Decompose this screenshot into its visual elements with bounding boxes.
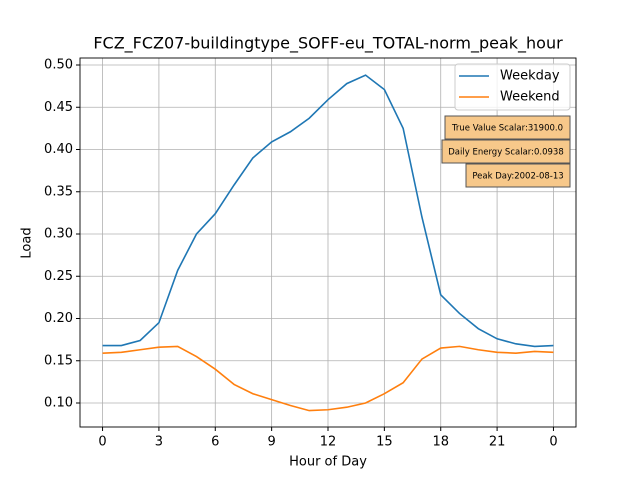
x-tick-label: 12 bbox=[320, 435, 337, 450]
y-tick-label: 0.15 bbox=[44, 353, 73, 368]
y-tick-label: 0.30 bbox=[44, 227, 73, 242]
y-tick-label: 0.10 bbox=[44, 396, 73, 411]
series-line bbox=[102, 345, 554, 412]
annotation-box bbox=[441, 139, 571, 164]
legend-label: Weekend bbox=[500, 90, 560, 105]
plot-frame bbox=[79, 57, 577, 428]
y-tick-label: 0.25 bbox=[44, 269, 73, 284]
y-tick-label: 0.20 bbox=[44, 311, 73, 326]
x-tick-label: 21 bbox=[489, 435, 506, 450]
annotation-box bbox=[465, 163, 571, 188]
x-tick-label: 15 bbox=[376, 435, 393, 450]
y-tick-label: 0.50 bbox=[44, 58, 73, 73]
y-axis-label: Load bbox=[20, 227, 35, 258]
x-tick-label: 0 bbox=[98, 435, 106, 450]
annotation: True Value Scalar:31900.0 bbox=[451, 124, 563, 134]
series-line bbox=[102, 74, 554, 348]
x-tick-label: 6 bbox=[211, 435, 219, 450]
y-tick-label: 0.45 bbox=[44, 100, 73, 115]
chart-title: FCZ_FCZ07-buildingtype_SOFF-eu_TOTAL-nor… bbox=[93, 34, 563, 54]
annotation: Daily Energy Scalar:0.0938 bbox=[448, 148, 563, 158]
x-tick-label: 0 bbox=[549, 435, 557, 450]
x-tick-label: 3 bbox=[155, 435, 163, 450]
x-tick-label: 9 bbox=[267, 435, 275, 450]
y-tick-label: 0.40 bbox=[44, 142, 73, 157]
y-tick-label: 0.35 bbox=[44, 184, 73, 199]
x-tick-label: 18 bbox=[432, 435, 449, 450]
annotation: Peak Day:2002-08-13 bbox=[472, 172, 563, 182]
annotation-box bbox=[444, 115, 571, 140]
x-axis-label: Hour of Day bbox=[289, 455, 367, 470]
legend-label: Weekday bbox=[500, 69, 560, 84]
